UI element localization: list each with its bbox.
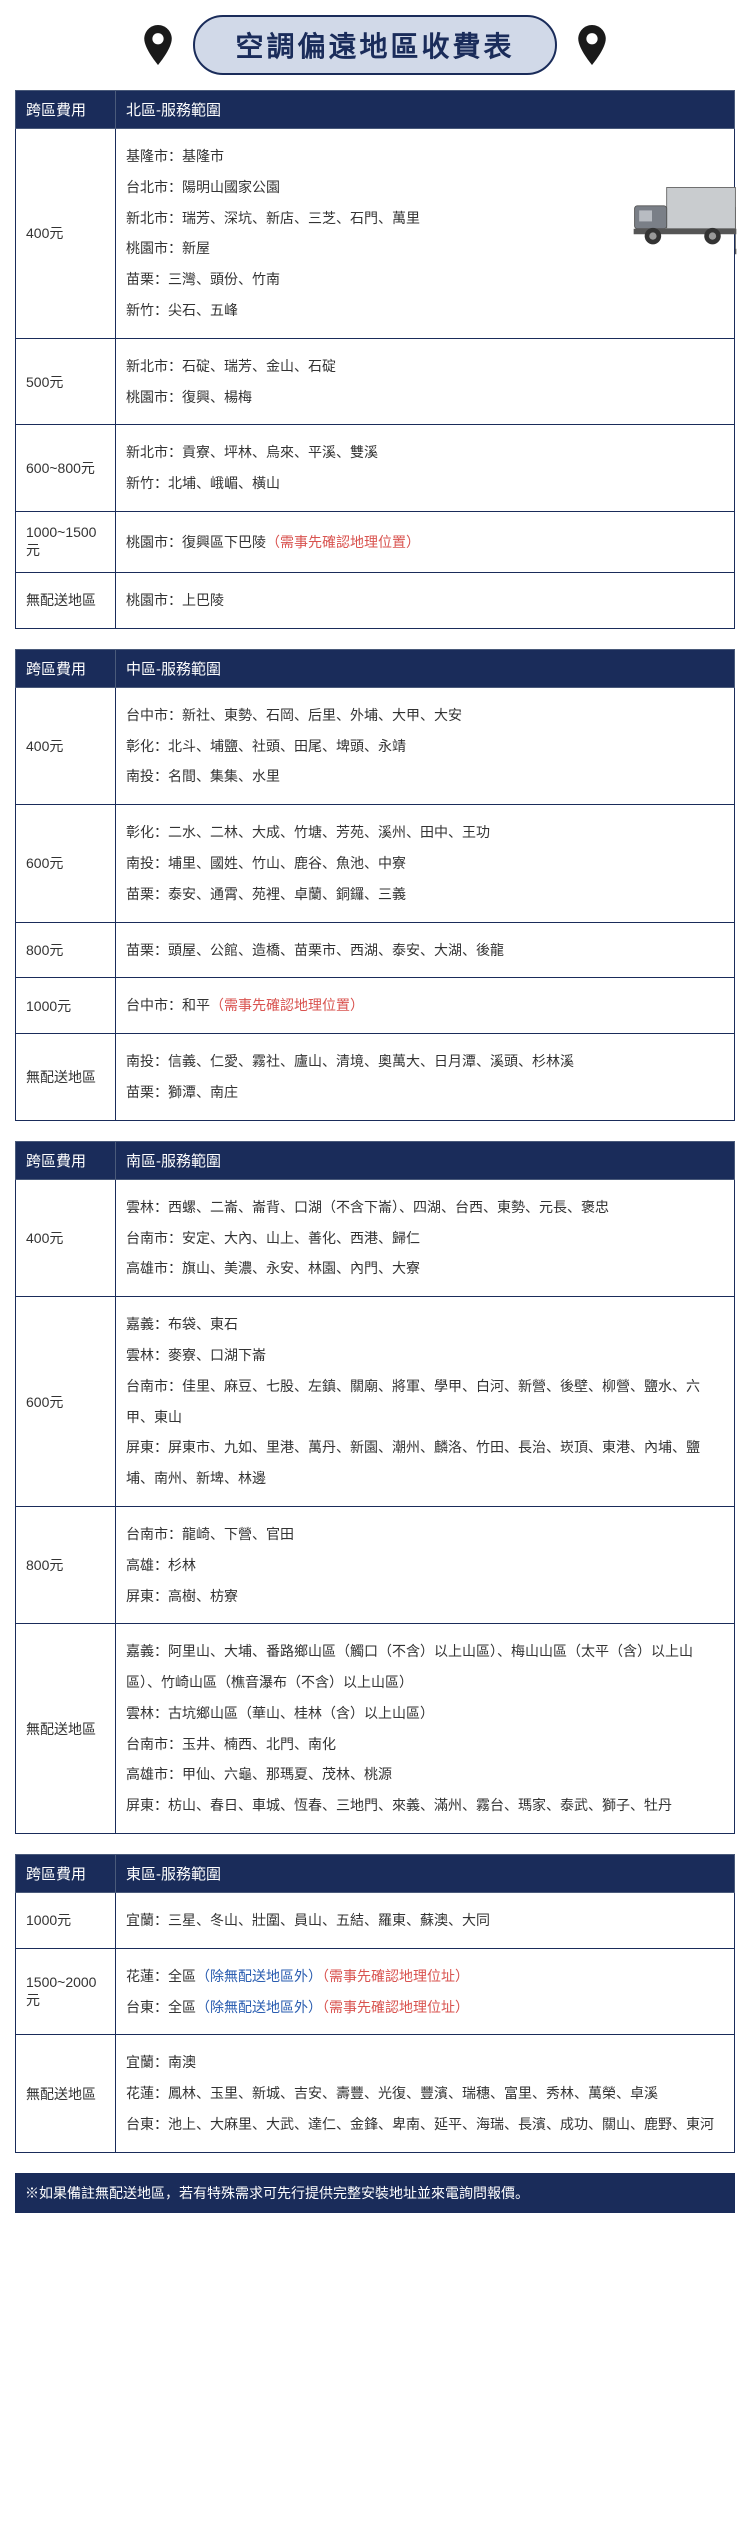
- area-cell: 新北市：石碇、瑞芳、金山、石碇桃園市：復興、楊梅: [116, 338, 735, 425]
- area-line: 苗栗：頭屋、公館、造橋、苗栗市、西湖、泰安、大湖、後龍: [126, 935, 724, 966]
- region-name-header: 中區-服務範圍: [116, 649, 735, 687]
- area-line: 新北市：貢寮、坪林、烏來、平溪、雙溪: [126, 437, 724, 468]
- fee-cell: 無配送地區: [16, 2035, 116, 2152]
- area-line: 新北市：石碇、瑞芳、金山、石碇: [126, 351, 724, 382]
- area-cell: 嘉義：阿里山、大埔、番路鄉山區（觸口（不含）以上山區）、梅山山區（太平（含）以上…: [116, 1624, 735, 1834]
- fee-cell: 1000元: [16, 1893, 116, 1949]
- area-line: 苗栗：三灣、頭份、竹南: [126, 264, 724, 295]
- truck-icon: [630, 180, 740, 250]
- area-line: 屏東：屏東市、九如、里港、萬丹、新園、潮州、麟洛、竹田、長治、崁頂、東港、內埔、…: [126, 1432, 724, 1494]
- area-cell: 彰化：二水、二林、大成、竹塘、芳苑、溪州、田中、王功南投：埔里、國姓、竹山、鹿谷…: [116, 805, 735, 922]
- area-line: 台南市：安定、大內、山上、善化、西港、歸仁: [126, 1223, 724, 1254]
- region-table: 跨區費用北區-服務範圍400元基隆市：基隆市台北市：陽明山國家公園新北市：瑞芳、…: [15, 90, 735, 629]
- region-name-header: 北區-服務範圍: [116, 91, 735, 129]
- area-line: 高雄：杉林: [126, 1550, 724, 1581]
- area-line: 桃園市：復興、楊梅: [126, 382, 724, 413]
- fee-cell: 1000~1500元: [16, 511, 116, 572]
- area-line: 高雄市：旗山、美濃、永安、林園、內門、大寮: [126, 1253, 724, 1284]
- area-cell: 南投：信義、仁愛、霧社、廬山、清境、奧萬大、日月潭、溪頭、杉林溪苗栗：獅潭、南庄: [116, 1034, 735, 1121]
- area-line: 宜蘭：三星、冬山、壯圍、員山、五結、羅東、蘇澳、大同: [126, 1905, 724, 1936]
- area-line: 台東：全區（除無配送地區外）（需事先確認地理位址）: [126, 1992, 724, 2023]
- area-cell: 宜蘭：三星、冬山、壯圍、員山、五結、羅東、蘇澳、大同: [116, 1893, 735, 1949]
- fee-cell: 800元: [16, 922, 116, 978]
- area-line: 嘉義：阿里山、大埔、番路鄉山區（觸口（不含）以上山區）、梅山山區（太平（含）以上…: [126, 1636, 724, 1698]
- area-cell: 新北市：貢寮、坪林、烏來、平溪、雙溪新竹：北埔、峨嵋、橫山: [116, 425, 735, 512]
- fee-cell: 1500~2000元: [16, 1948, 116, 2035]
- area-cell: 台中市：和平（需事先確認地理位置）: [116, 978, 735, 1034]
- region-name-header: 南區-服務範圍: [116, 1141, 735, 1179]
- location-pin-icon: [577, 25, 607, 65]
- fee-cell: 無配送地區: [16, 1624, 116, 1834]
- area-line: 彰化：北斗、埔鹽、社頭、田尾、埤頭、永靖: [126, 731, 724, 762]
- area-line: 新竹：北埔、峨嵋、橫山: [126, 468, 724, 499]
- area-line: 台南市：玉井、楠西、北門、南化: [126, 1729, 724, 1760]
- area-cell: 宜蘭：南澳花蓮：鳳林、玉里、新城、吉安、壽豐、光復、豐濱、瑞穗、富里、秀林、萬榮…: [116, 2035, 735, 2152]
- footer-note: ※如果備註無配送地區，若有特殊需求可先行提供完整安裝地址並來電詢問報價。: [15, 2173, 735, 2213]
- fee-header: 跨區費用: [16, 91, 116, 129]
- fee-cell: 無配送地區: [16, 572, 116, 628]
- area-line: 雲林：麥寮、口湖下崙: [126, 1340, 724, 1371]
- area-line: 花蓮：鳳林、玉里、新城、吉安、壽豐、光復、豐濱、瑞穗、富里、秀林、萬榮、卓溪: [126, 2078, 724, 2109]
- area-line: 台東：池上、大麻里、大武、達仁、金鋒、卑南、延平、海瑞、長濱、成功、關山、鹿野、…: [126, 2109, 724, 2140]
- region-table: 跨區費用東區-服務範圍1000元宜蘭：三星、冬山、壯圍、員山、五結、羅東、蘇澳、…: [15, 1854, 735, 2153]
- area-cell: 台南市：龍崎、下營、官田高雄：杉林屏東：高樹、枋寮: [116, 1506, 735, 1623]
- fee-cell: 800元: [16, 1506, 116, 1623]
- area-line: 基隆市：基隆市: [126, 141, 724, 172]
- area-line: 南投：信義、仁愛、霧社、廬山、清境、奧萬大、日月潭、溪頭、杉林溪: [126, 1046, 724, 1077]
- area-line: 台中市：新社、東勢、石岡、后里、外埔、大甲、大安: [126, 700, 724, 731]
- area-cell: 桃園市：上巴陵: [116, 572, 735, 628]
- area-line: 宜蘭：南澳: [126, 2047, 724, 2078]
- area-line: 台中市：和平（需事先確認地理位置）: [126, 990, 724, 1021]
- location-pin-icon: [143, 25, 173, 65]
- fee-cell: 400元: [16, 687, 116, 804]
- area-line: 嘉義：布袋、東石: [126, 1309, 724, 1340]
- area-cell: 苗栗：頭屋、公館、造橋、苗栗市、西湖、泰安、大湖、後龍: [116, 922, 735, 978]
- area-line: 雲林：西螺、二崙、崙背、口湖（不含下崙）、四湖、台西、東勢、元長、褒忠: [126, 1192, 724, 1223]
- fee-cell: 500元: [16, 338, 116, 425]
- fee-cell: 600~800元: [16, 425, 116, 512]
- area-cell: 桃園市：復興區下巴陵（需事先確認地理位置）: [116, 511, 735, 572]
- page-title: 空調偏遠地區收費表: [193, 15, 556, 75]
- fee-cell: 400元: [16, 1179, 116, 1296]
- area-line: 花蓮：全區（除無配送地區外）（需事先確認地理位址）: [126, 1961, 724, 1992]
- area-line: 台南市：佳里、麻豆、七股、左鎮、關廟、將軍、學甲、白河、新營、後壁、柳營、鹽水、…: [126, 1371, 724, 1433]
- area-line: 南投：埔里、國姓、竹山、鹿谷、魚池、中寮: [126, 848, 724, 879]
- area-cell: 雲林：西螺、二崙、崙背、口湖（不含下崙）、四湖、台西、東勢、元長、褒忠台南市：安…: [116, 1179, 735, 1296]
- area-cell: 台中市：新社、東勢、石岡、后里、外埔、大甲、大安彰化：北斗、埔鹽、社頭、田尾、埤…: [116, 687, 735, 804]
- area-line: 苗栗：獅潭、南庄: [126, 1077, 724, 1108]
- area-line: 雲林：古坑鄉山區（華山、桂林（含）以上山區）: [126, 1698, 724, 1729]
- area-cell: 嘉義：布袋、東石雲林：麥寮、口湖下崙台南市：佳里、麻豆、七股、左鎮、關廟、將軍、…: [116, 1297, 735, 1507]
- region-name-header: 東區-服務範圍: [116, 1855, 735, 1893]
- area-line: 屏東：高樹、枋寮: [126, 1581, 724, 1612]
- page-header: 空調偏遠地區收費表: [0, 0, 750, 90]
- area-line: 新竹：尖石、五峰: [126, 295, 724, 326]
- area-line: 南投：名間、集集、水里: [126, 761, 724, 792]
- area-cell: 花蓮：全區（除無配送地區外）（需事先確認地理位址）台東：全區（除無配送地區外）（…: [116, 1948, 735, 2035]
- fee-cell: 無配送地區: [16, 1034, 116, 1121]
- area-line: 台南市：龍崎、下營、官田: [126, 1519, 724, 1550]
- fee-header: 跨區費用: [16, 1855, 116, 1893]
- area-line: 高雄市：甲仙、六龜、那瑪夏、茂林、桃源: [126, 1759, 724, 1790]
- fee-header: 跨區費用: [16, 649, 116, 687]
- fee-cell: 600元: [16, 805, 116, 922]
- area-line: 桃園市：上巴陵: [126, 585, 724, 616]
- area-line: 苗栗：泰安、通霄、苑裡、卓蘭、銅鑼、三義: [126, 879, 724, 910]
- area-line: 桃園市：復興區下巴陵（需事先確認地理位置）: [126, 527, 724, 558]
- area-line: 彰化：二水、二林、大成、竹塘、芳苑、溪州、田中、王功: [126, 817, 724, 848]
- fee-header: 跨區費用: [16, 1141, 116, 1179]
- fee-cell: 400元: [16, 129, 116, 339]
- fee-cell: 1000元: [16, 978, 116, 1034]
- fee-cell: 600元: [16, 1297, 116, 1507]
- region-table: 跨區費用中區-服務範圍400元台中市：新社、東勢、石岡、后里、外埔、大甲、大安彰…: [15, 649, 735, 1121]
- area-line: 屏東：枋山、春日、車城、恆春、三地門、來義、滿州、霧台、瑪家、泰武、獅子、牡丹: [126, 1790, 724, 1821]
- region-table: 跨區費用南區-服務範圍400元雲林：西螺、二崙、崙背、口湖（不含下崙）、四湖、台…: [15, 1141, 735, 1834]
